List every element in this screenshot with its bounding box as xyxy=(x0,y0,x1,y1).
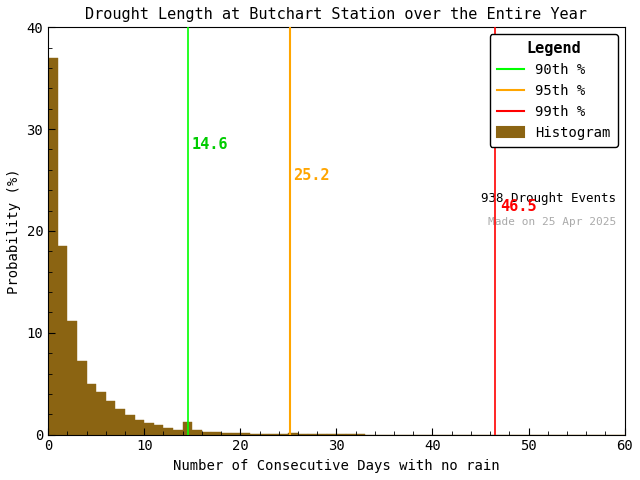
Text: Made on 25 Apr 2025: Made on 25 Apr 2025 xyxy=(488,216,616,227)
Bar xyxy=(67,321,77,434)
Text: 938 Drought Events: 938 Drought Events xyxy=(481,192,616,205)
Bar xyxy=(77,361,86,434)
Bar xyxy=(202,432,211,434)
Text: 14.6: 14.6 xyxy=(191,137,228,153)
Bar xyxy=(134,420,144,434)
X-axis label: Number of Consecutive Days with no rain: Number of Consecutive Days with no rain xyxy=(173,459,500,473)
Title: Drought Length at Butchart Station over the Entire Year: Drought Length at Butchart Station over … xyxy=(86,7,588,22)
Bar xyxy=(182,422,192,434)
Bar xyxy=(211,432,221,434)
Text: 25.2: 25.2 xyxy=(293,168,330,183)
Bar xyxy=(144,423,154,434)
Bar xyxy=(269,433,279,434)
Bar xyxy=(106,401,115,434)
Bar xyxy=(230,433,240,434)
Bar xyxy=(58,246,67,434)
Bar xyxy=(125,415,134,434)
Bar xyxy=(154,425,163,434)
Legend: 90th %, 95th %, 99th %, Histogram: 90th %, 95th %, 99th %, Histogram xyxy=(490,34,618,147)
Bar xyxy=(221,432,230,434)
Bar xyxy=(96,392,106,434)
Bar xyxy=(289,433,298,434)
Bar xyxy=(240,433,250,434)
Bar xyxy=(115,409,125,434)
Bar xyxy=(173,430,182,434)
Bar xyxy=(163,428,173,434)
Y-axis label: Probability (%): Probability (%) xyxy=(7,168,21,294)
Bar xyxy=(86,384,96,434)
Text: 46.5: 46.5 xyxy=(500,199,536,214)
Bar xyxy=(192,430,202,434)
Bar xyxy=(250,433,259,434)
Bar xyxy=(48,58,58,434)
